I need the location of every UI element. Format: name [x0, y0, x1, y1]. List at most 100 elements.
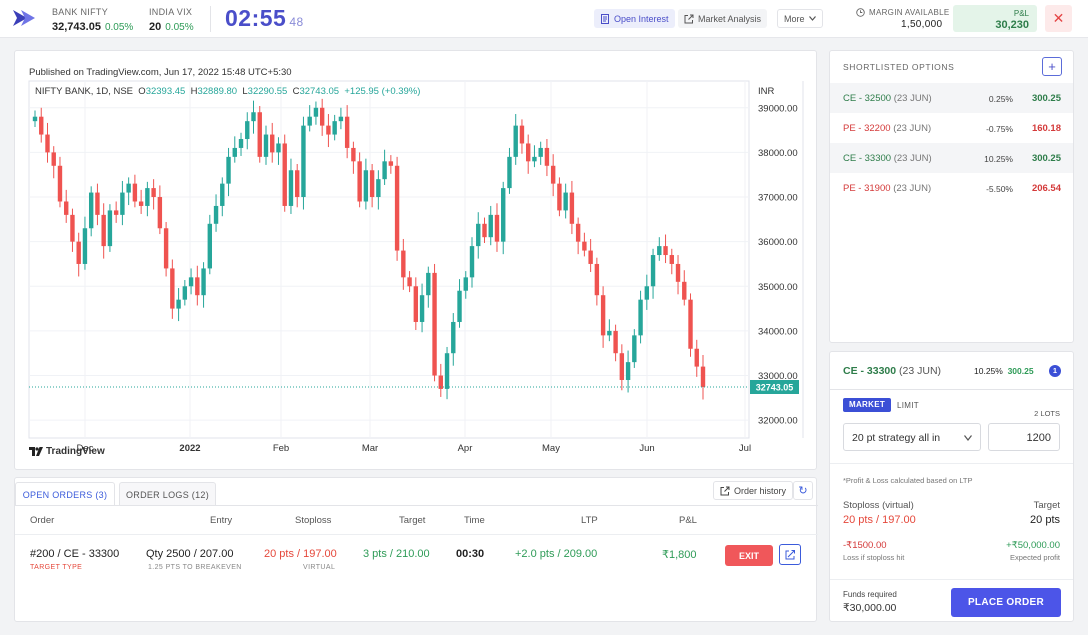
ohlc-low: 32290.55: [248, 86, 288, 97]
open-interest-button[interactable]: Open Interest: [594, 9, 675, 28]
ohlc-close: 32743.05: [299, 86, 339, 97]
candle: [138, 201, 144, 206]
option-name: CE - 32500: [843, 93, 892, 104]
margin-label: MARGIN AVAILABLE: [869, 8, 950, 17]
candle: [39, 116, 44, 135]
candle: [332, 121, 337, 135]
candle: [700, 366, 706, 387]
option-pct: -5.50%: [986, 184, 1013, 194]
candle: [338, 116, 344, 122]
order-time: 00:30: [456, 548, 485, 560]
candle: [163, 228, 169, 269]
add-option-button[interactable]: +: [1042, 57, 1062, 76]
list-item[interactable]: PE - 31900 (23 JUN) -5.50% 206.54: [830, 173, 1073, 203]
order-history-button[interactable]: Order history: [713, 481, 794, 500]
option-expiry: (23 JUN): [893, 183, 932, 194]
loss-value: -₹1500.00: [843, 540, 887, 551]
y-tick-label: 34000.00: [758, 326, 798, 337]
candle: [619, 353, 625, 380]
y-tick-label: 39000.00: [758, 103, 798, 114]
candle: [344, 116, 350, 148]
candle: [525, 143, 531, 162]
candle: [132, 183, 138, 202]
candle: [382, 161, 387, 180]
option-price: 160.18: [1031, 123, 1061, 134]
x-tick-label: 2022: [179, 443, 200, 454]
col-order: Order: [30, 515, 55, 526]
list-item[interactable]: CE - 33300 (23 JUN) 10.25% 300.25: [830, 143, 1073, 173]
loss-label: Loss if stoploss hit: [843, 553, 905, 562]
plot-area: [28, 80, 750, 439]
ticker-change: 0.05%: [165, 22, 194, 33]
candle: [57, 165, 63, 202]
limit-order-tab[interactable]: LIMIT: [897, 401, 919, 410]
tradingview-brand[interactable]: TradingView: [29, 446, 105, 457]
list-item[interactable]: CE - 32500 (23 JUN) 0.25% 300.25: [830, 83, 1073, 113]
candle: [613, 330, 618, 354]
ticker-india-vix[interactable]: INDIA VIX 20 0.05%: [149, 7, 194, 33]
x-tick-label: Mar: [362, 443, 378, 454]
ohlc-c-label: C: [293, 86, 300, 97]
selected-option-quote: 10.25% 300.25: [974, 366, 1034, 376]
candle: [151, 188, 156, 198]
candle: [238, 139, 244, 148]
candle: [557, 183, 562, 211]
market-analysis-button[interactable]: Market Analysis: [678, 9, 768, 28]
list-item[interactable]: PE - 32200 (23 JUN) -0.75% 160.18: [830, 113, 1073, 143]
close-button[interactable]: ✕: [1045, 5, 1072, 32]
ohlc-open: 32393.45: [146, 86, 186, 97]
option-price: 206.54: [1031, 183, 1061, 194]
more-menu-button[interactable]: More: [777, 9, 823, 28]
market-analysis-label: Market Analysis: [698, 13, 762, 24]
candle: [607, 330, 612, 336]
candle: [394, 165, 400, 251]
y-tick-label: 33000.00: [758, 371, 798, 382]
currency-label: INR: [758, 86, 775, 97]
candle: [544, 147, 550, 166]
candle: [113, 210, 119, 215]
ticker-bank-nifty[interactable]: BANK NIFTY 32,743.05 0.05%: [52, 7, 133, 33]
col-target: Target: [399, 515, 426, 526]
candle: [519, 125, 525, 144]
tab-open-orders[interactable]: OPEN ORDERS (3): [15, 482, 115, 506]
candle: [663, 246, 668, 256]
candle: [369, 170, 375, 198]
candle: [538, 147, 543, 157]
stoploss-value: 20 pts / 197.00: [843, 514, 916, 526]
x-tick-label: May: [542, 443, 560, 454]
target-label: Target: [1033, 500, 1060, 511]
candle: [401, 250, 406, 278]
candle: [426, 272, 431, 296]
refresh-button[interactable]: ↻: [793, 481, 813, 500]
info-badge[interactable]: 1: [1049, 365, 1061, 377]
y-tick-label: 35000.00: [758, 282, 798, 293]
document-icon: [601, 13, 609, 24]
ohlc-h-label: H: [191, 86, 198, 97]
margin-value: 1,50,000: [901, 19, 943, 30]
place-order-button[interactable]: PLACE ORDER: [951, 588, 1061, 617]
quantity-input[interactable]: 1200: [988, 423, 1060, 451]
option-price: 300.25: [1031, 153, 1061, 164]
candle: [145, 188, 150, 206]
exit-button[interactable]: EXIT: [725, 545, 773, 566]
candle: [488, 214, 493, 238]
selected-option-name: CE - 33300: [843, 365, 897, 377]
candle: [482, 223, 487, 238]
col-time: Time: [464, 515, 485, 526]
shortlisted-title: SHORTLISTED OPTIONS: [843, 62, 955, 72]
candle: [451, 321, 456, 354]
candle: [95, 192, 100, 215]
candle: [188, 277, 194, 287]
market-order-tab[interactable]: MARKET: [843, 398, 892, 412]
share-button[interactable]: [779, 544, 801, 565]
chart-panel: 39000.00 38000.00 37000.00 36000.00 35000.00…: [14, 50, 817, 470]
app-logo-icon[interactable]: [13, 10, 37, 26]
candle: [513, 125, 518, 157]
strategy-select[interactable]: 20 pt strategy all in: [843, 423, 981, 451]
candle: [82, 228, 88, 264]
candle: [126, 183, 131, 193]
candle: [313, 107, 319, 117]
tab-order-logs[interactable]: ORDER LOGS (12): [119, 482, 216, 506]
candlestick-chart[interactable]: 39000.00 38000.00 37000.00 36000.00 35000.00…: [15, 51, 818, 471]
profit-label: Expected profit: [1009, 553, 1060, 562]
